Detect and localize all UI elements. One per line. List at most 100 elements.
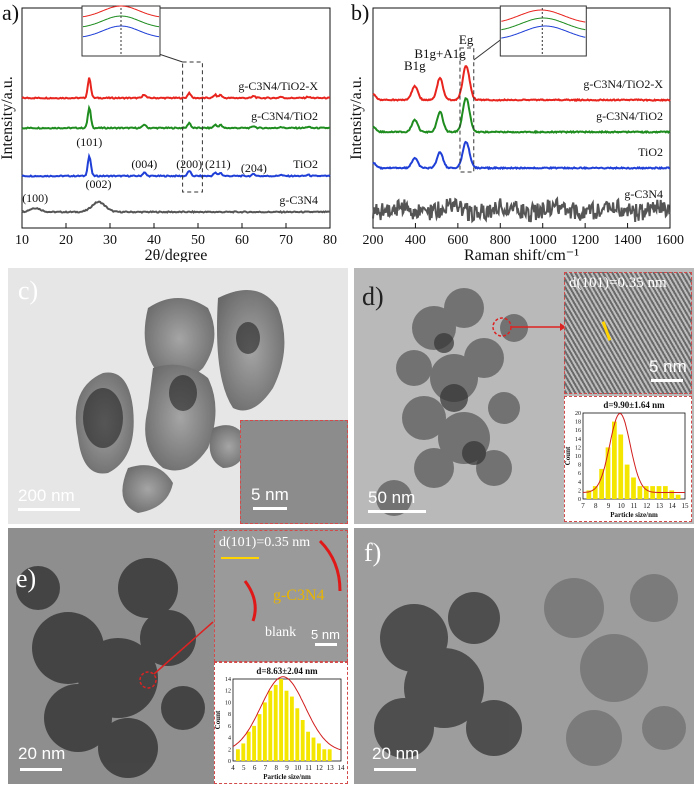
hist-bar [300,720,305,761]
hist-x-tick-label: 10 [618,502,626,510]
panel-label-d: d) [362,282,384,311]
hist-bar [268,690,273,761]
scale-bar-d [368,510,426,513]
hist-y-tick-label: 10 [575,454,581,460]
xrd-series-label: g-C3N4 [279,193,318,207]
raman-chart: 200 400 600 800 1000 1200 1400 1600 Raman shift/… [348,0,684,264]
inset-hrtem-d: d(101)=0.35 nm 5 nm [564,272,692,394]
raman-series-line [372,196,671,224]
hist-x-tick-label: 8 [274,764,278,772]
hist-y-tick-label: 12 [575,445,581,451]
hist-bar [252,725,257,761]
histogram-d: d=9.90±1.64 nm 7 8 9 10 11 12 13 14 15 0 2 4 6 8 10 12 14… [564,396,692,522]
hist-bar [295,708,300,761]
tem-image-c [75,290,285,513]
zoom-inset-line-a [82,5,160,18]
hist-bar [675,494,681,499]
hist-bar [322,749,327,761]
raman-series-line [372,65,671,103]
xrd-chart: 10 20 30 40 50 60 70 80 2θ/degree Intensity/a.u. a… [0,0,337,264]
y-axis-label-a: Intensity/a.u. [0,76,16,160]
hist-bar [618,434,624,499]
x-tick-label-b: 1600 [656,233,684,248]
inset-scale-text-c: 5 nm [251,485,289,504]
inset-hrtem-e: d(101)=0.35 nm g-C3N4 blank 5 nm [214,530,348,662]
hist-bar [273,684,278,761]
hist-y-tick-label: 2 [578,488,581,494]
tem-panel-f: f) 20 nm [354,528,694,784]
lattice-marker-d [601,321,612,341]
x-tick-label-a: 50 [191,233,205,248]
hist-x-tick-label: 9 [607,502,611,510]
zoom-pointer-b [473,39,501,61]
x-axis-label-a: 2θ/degree [145,247,208,262]
hist-bar [262,702,267,761]
hist-y-tick-label: 18 [575,420,581,426]
xrd-peak-label: (211) [205,157,231,171]
hist-x-tick-label: 12 [643,502,651,510]
panel-label-c: c) [18,276,39,305]
hist-y-tick-label: 12 [225,689,231,695]
xrd-series-label: g-C3N4/TiO2-X [238,79,318,93]
hist-x-tick-label: 15 [682,502,690,510]
panel-a: 10 20 30 40 50 60 70 80 2θ/degree Intensity/a.u. a… [0,0,345,264]
hist-y-axis-label: Count [215,710,222,729]
hist-x-axis-label: Particle size/nm [610,511,658,519]
panel-label-f: f) [364,538,382,567]
tem-image-d [376,288,566,516]
scale-bar-f [374,768,416,771]
inset-scale-bar-e [315,643,337,646]
scale-bar-c [18,508,80,511]
xrd-peak-label: (200) [176,157,202,171]
hist-x-tick-label: 7 [264,764,268,772]
hist-bar [306,731,311,761]
hist-fit-curve [232,676,342,751]
hist-bar [599,468,604,499]
hist-bar [241,743,246,761]
x-tick-label-a: 70 [279,233,293,248]
hist-y-tick-label: 14 [575,437,581,443]
lattice-spacing-text-e: d(101)=0.35 nm [219,535,311,550]
blank-label-e: blank [265,625,297,640]
hist-bar [246,731,251,761]
hist-bar [605,447,611,499]
x-tick-label-a: 60 [235,233,249,248]
hist-title: d=8.63±2.04 nm [256,666,318,676]
x-tick-label-b: 600 [447,233,468,248]
hist-x-tick-label: 7 [581,502,585,510]
hist-y-tick-label: 16 [575,428,581,434]
hist-x-tick-label: 10 [294,764,302,772]
scale-text-c: 200 nm [18,486,75,505]
scale-text-d: 50 nm [368,488,416,507]
zoom-inset-a [81,5,161,57]
tem-panel-d: d) 50 nm d(101)=0.35 nm 5 nm d=9.90±1.64… [354,268,694,524]
hist-x-tick-label: 11 [305,764,312,772]
xrd-series-line [21,200,331,214]
tem-image-f [374,574,686,766]
tem-image-e [16,558,214,778]
hist-x-tick-label: 13 [327,764,335,772]
hist-x-tick-label: 4 [231,764,235,772]
inset-scale-bar-c [253,507,287,510]
inset-scale-text-d: 5 nm [649,357,687,376]
raman-series-line [372,96,671,135]
zoom-box-b [459,47,475,173]
x-tick-label-b: 1000 [529,233,557,248]
xrd-peak-label: (204) [241,161,267,175]
zoom-inset-b [499,5,587,57]
xrd-series-line [21,152,331,178]
hist-y-tick-label: 0 [228,759,231,765]
raman-mode-label: Eg [459,32,474,47]
histogram-chart-d: d=9.90±1.64 nm 7 8 9 10 11 12 13 14 15 0 2 4 6 8 10 12 14… [564,400,690,519]
hist-y-tick-label: 6 [228,724,231,730]
hist-title: d=9.90±1.64 nm [603,400,665,410]
hist-x-axis-label: Particle size/nm [263,773,311,781]
x-tick-label-a: 40 [147,233,161,248]
xrd-peak-label: (002) [86,177,112,191]
hist-y-tick-label: 6 [578,471,581,477]
raman-mode-label: B1g+A1g [414,46,466,61]
material-label-e: g-C3N4 [273,587,325,604]
x-tick-label-a: 20 [59,233,73,248]
scale-bar-e [20,768,62,771]
zoom-inset-line-b [501,9,586,23]
